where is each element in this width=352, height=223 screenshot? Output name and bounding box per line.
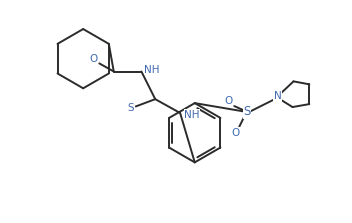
Text: NH: NH	[144, 64, 160, 74]
Text: O: O	[224, 96, 232, 106]
Text: O: O	[231, 128, 239, 138]
Text: S: S	[244, 105, 251, 118]
Text: NH: NH	[184, 110, 200, 120]
Text: S: S	[127, 103, 134, 114]
Text: O: O	[89, 54, 98, 64]
Text: N: N	[274, 91, 282, 101]
